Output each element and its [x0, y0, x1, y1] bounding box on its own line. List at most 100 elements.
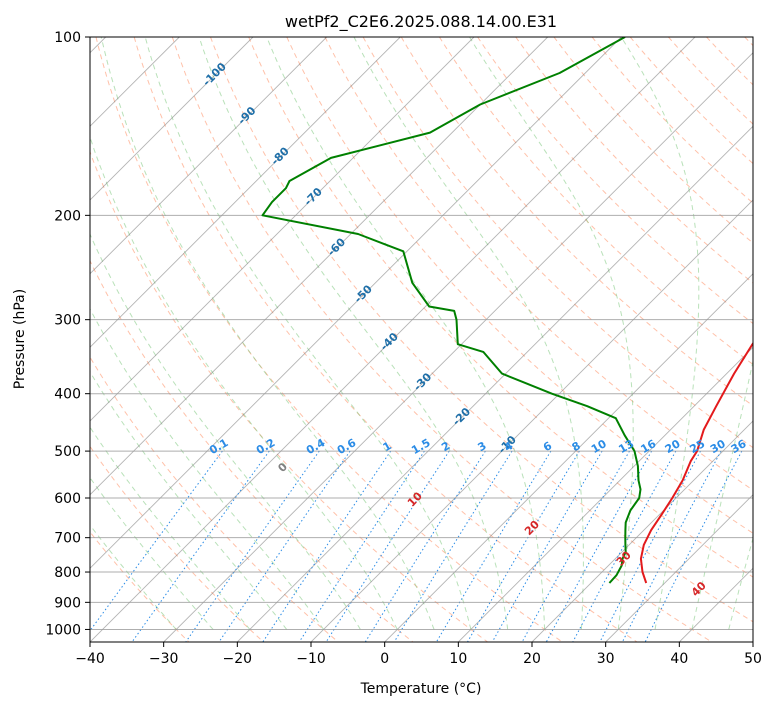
y-tick-label: 1000: [45, 622, 81, 638]
isotherm-label: -80: [269, 144, 292, 167]
dry-adiabat: [90, 531, 190, 642]
dry-adiabat: [90, 356, 339, 642]
isotherm-label: -20: [450, 405, 473, 428]
isotherm: [752, 641, 753, 642]
x-tick-label: −30: [149, 651, 179, 667]
mixing-ratio-label: 3: [475, 439, 488, 454]
isotherm: [236, 125, 753, 642]
x-tick-label: −40: [75, 651, 105, 667]
moist-adiabat: [469, 37, 634, 630]
series-line-2: [261, 37, 642, 584]
y-tick-label: 400: [54, 387, 81, 403]
moist-adiabat: [90, 370, 288, 630]
dry-adiabat: [706, 37, 753, 86]
dry-adiabat: [515, 37, 753, 284]
mixing-ratio-line: [325, 450, 450, 642]
moist-adiabat-label: 30: [614, 548, 634, 568]
y-tick-label: 600: [54, 491, 81, 507]
isotherm: [90, 37, 549, 496]
isotherm: [457, 346, 753, 642]
mixing-ratio-label: 1.5: [409, 436, 432, 457]
mixing-ratio-label: 0.4: [304, 436, 328, 457]
y-tick-label: 300: [54, 313, 81, 329]
isotherm-label: -40: [378, 330, 401, 353]
mixing-ratio-label: 16: [639, 437, 659, 456]
mixing-ratio-line: [131, 450, 270, 642]
mixing-ratio-label: 0.2: [254, 436, 277, 457]
moist-adiabat: [90, 426, 251, 630]
dry-adiabat: [591, 37, 753, 204]
y-axis-title: Pressure (hPa): [12, 289, 28, 389]
x-tick-label: 10: [449, 651, 467, 667]
isotherm-label: -30: [411, 370, 434, 393]
series-line-1: [639, 341, 753, 584]
moist-adiabat: [266, 37, 546, 630]
y-tick-label: 900: [54, 595, 81, 611]
dry-adiabat: [248, 37, 753, 578]
y-tick-label: 100: [54, 30, 81, 46]
x-tick-label: 40: [670, 651, 688, 667]
dry-adiabat: [668, 37, 753, 125]
dry-adiabat: [438, 37, 753, 366]
mixing-ratio-line: [491, 450, 603, 642]
mixing-ratio-line: [545, 450, 653, 642]
moist-adiabat: [90, 476, 214, 630]
x-tick-label: 20: [523, 651, 541, 667]
isotherm-label: -90: [235, 104, 258, 127]
background-lines: [90, 37, 753, 642]
x-tick-label: −10: [296, 651, 326, 667]
y-tick-label: 700: [54, 531, 81, 547]
mixing-ratio-line: [599, 450, 701, 642]
moist-adiabat: [198, 37, 509, 630]
mixing-ratio-label: 25: [688, 437, 708, 456]
y-axis: 100 200 300 400 500 600 700 800 900 1000: [45, 30, 90, 638]
dry-adiabat: [133, 37, 638, 642]
mixing-ratio-line: [435, 450, 552, 642]
isotherm: [678, 567, 753, 642]
isotherm-label: -70: [302, 185, 325, 208]
moist-adiabat: [100, 37, 435, 630]
mixing-ratio-line: [521, 450, 630, 642]
isotherm: [90, 37, 475, 422]
dry-adiabat: [477, 37, 753, 325]
pressure-grid: [90, 214, 753, 630]
mixing-ratio-label: 36: [729, 437, 749, 456]
dry-adiabat: [629, 37, 753, 165]
x-tick-label: 0: [380, 651, 389, 667]
mixing-ratio-label: 20: [663, 437, 683, 456]
isotherm: [163, 52, 753, 642]
plot-frame: [89, 36, 754, 643]
moist-adiabat: [90, 135, 398, 630]
x-tick-label: 50: [744, 651, 762, 667]
y-tick-label: 500: [54, 444, 81, 460]
chart-title: wetPf2_C2E6.2025.088.14.00.E31: [285, 12, 557, 32]
series-lines: [261, 37, 753, 584]
mixing-ratio-label: 6: [541, 439, 554, 454]
dry-adiabat: [210, 37, 753, 623]
mixing-ratio-label: 1: [381, 439, 394, 454]
moist-adiabat: [691, 358, 753, 630]
moist-adiabat-label: 20: [522, 518, 542, 538]
y-tick-label: 200: [54, 208, 81, 224]
mixing-ratio-label: 10: [589, 437, 609, 456]
mixing-ratio-line: [467, 450, 580, 642]
isotherm: [90, 37, 696, 642]
isotherm: [531, 420, 753, 642]
mixing-ratio-label: 30: [708, 437, 728, 456]
isotherm-label: -100: [200, 60, 229, 89]
x-axis: −40 −30 −20 −10 0 10 20 30 40 50: [75, 642, 762, 667]
x-tick-label: 30: [597, 651, 615, 667]
isotherm: [605, 494, 753, 642]
mixing-ratio-line: [185, 450, 320, 642]
y-tick-label: 800: [54, 565, 81, 581]
dry-adiabat: [90, 150, 488, 642]
moist-adiabat: [144, 37, 472, 630]
moist-adiabat: [620, 37, 700, 630]
dry-adiabat: [95, 37, 563, 642]
moist-adiabat: [90, 524, 177, 630]
isotherm-label: -60: [325, 235, 348, 258]
dry-adiabat: [362, 37, 753, 449]
isotherm: [90, 37, 401, 348]
isotherm: [90, 37, 254, 201]
